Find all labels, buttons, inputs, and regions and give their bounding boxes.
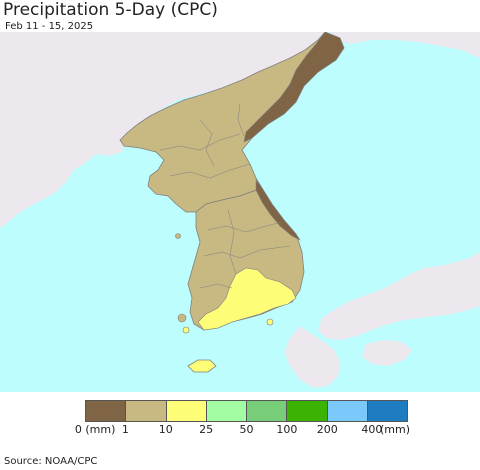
jeju-island [187,359,217,373]
legend-tick-label: 10 [158,423,173,436]
map-canvas [0,32,480,392]
data-source: Source: NOAA/CPC [4,456,98,467]
west-coast-island [175,233,181,239]
precipitation-map [0,32,480,392]
japan-kyushu [284,326,340,388]
legend-tick-label: 0 (mm) [74,423,116,436]
legend-swatch [166,401,207,421]
legend-tick-label: 100 [276,423,298,436]
south-coast-island [266,318,274,326]
north-korea-dry-band [243,32,345,143]
japan-honshu [318,252,480,340]
east-coast-dry-band [255,179,301,241]
map-title: Precipitation 5-Day (CPC) [3,0,218,20]
legend-swatch [86,401,127,421]
legend-tick-label: 200 [316,423,338,436]
china-mainland [0,32,325,228]
southwest-island [177,313,187,323]
legend-tick-label: 400 [361,423,383,436]
legend-colorbar [85,400,408,422]
southern-rain-band [197,267,297,331]
legend-swatch [206,401,247,421]
legend-swatch [247,401,288,421]
legend-swatch [367,401,407,421]
southwest-island [182,326,190,334]
province-borders [159,103,291,289]
legend-unit-label: (mm) [379,423,410,436]
legend-tick-label: 25 [199,423,214,436]
russia-northeast [330,32,480,58]
legend-swatch [327,401,368,421]
date-range: Feb 11 - 15, 2025 [5,21,94,32]
legend-tick-label: 1 [121,423,129,436]
legend-swatch [126,401,167,421]
legend-labels: 0 (mm) 1 10 25 50 100 200 400 (mm) [0,423,480,439]
liaodong-peninsula [46,150,96,182]
japan-shikoku [362,340,412,366]
legend-tick-label: 50 [239,423,254,436]
legend-swatch [287,401,328,421]
